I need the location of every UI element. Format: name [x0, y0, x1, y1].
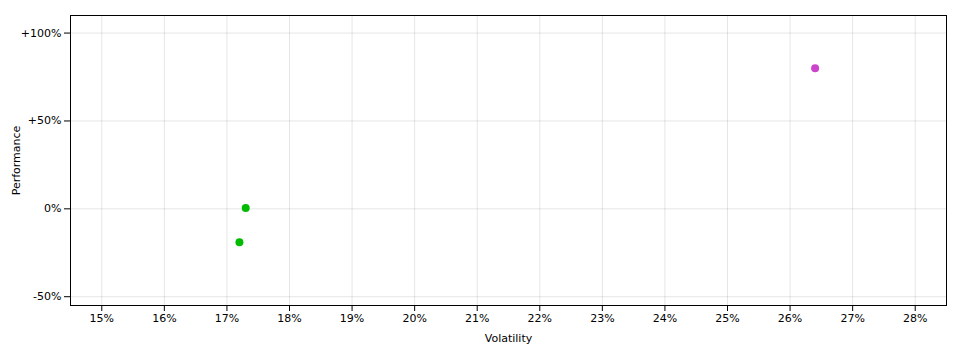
- svg-text:22%: 22%: [528, 312, 552, 325]
- svg-text:+100%: +100%: [21, 27, 62, 40]
- svg-text:-50%: -50%: [33, 290, 61, 303]
- svg-text:20%: 20%: [402, 312, 426, 325]
- svg-text:19%: 19%: [340, 312, 364, 325]
- svg-text:16%: 16%: [152, 312, 176, 325]
- svg-text:23%: 23%: [590, 312, 614, 325]
- svg-text:Volatility: Volatility: [485, 332, 533, 345]
- svg-text:24%: 24%: [653, 312, 677, 325]
- svg-text:26%: 26%: [778, 312, 802, 325]
- svg-text:18%: 18%: [277, 312, 301, 325]
- svg-text:27%: 27%: [840, 312, 864, 325]
- svg-text:0%: 0%: [44, 202, 61, 215]
- svg-text:21%: 21%: [465, 312, 489, 325]
- svg-text:Performance: Performance: [10, 125, 23, 195]
- svg-text:17%: 17%: [215, 312, 239, 325]
- svg-text:+50%: +50%: [28, 114, 62, 127]
- svg-text:25%: 25%: [715, 312, 739, 325]
- svg-text:28%: 28%: [903, 312, 927, 325]
- svg-text:15%: 15%: [90, 312, 114, 325]
